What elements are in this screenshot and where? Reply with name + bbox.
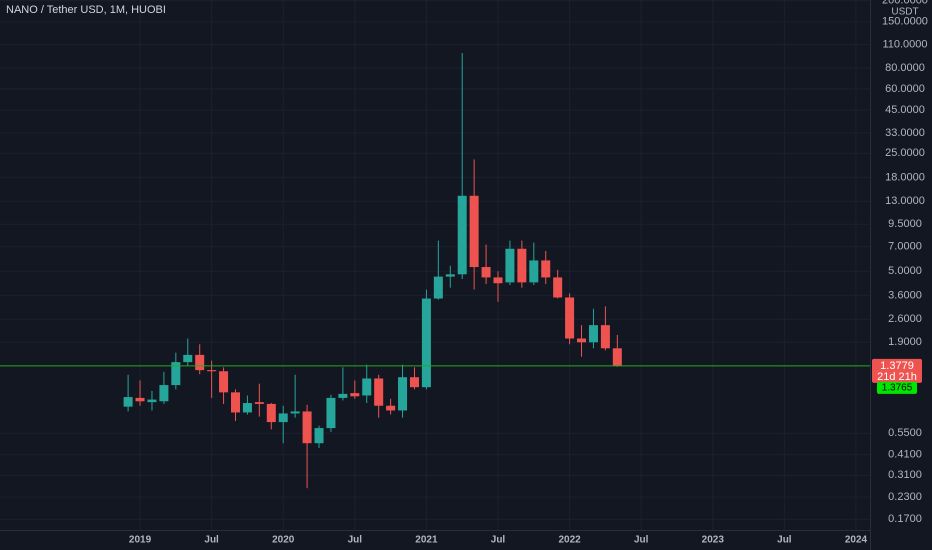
candle-body <box>433 276 443 299</box>
countdown-label: 21d 21h <box>877 371 917 383</box>
y-tick-label: 3.6000 <box>888 289 922 301</box>
y-tick-label: 0.1700 <box>888 513 922 525</box>
grid <box>0 0 870 530</box>
candle-body <box>517 248 527 283</box>
candle-body <box>493 277 503 284</box>
candle-body <box>195 354 205 371</box>
candle-body <box>207 370 217 372</box>
y-tick-label: 0.2300 <box>888 491 922 503</box>
candle-body <box>302 411 312 444</box>
candle-body <box>159 385 169 402</box>
y-tick-label: 0.3100 <box>888 469 922 481</box>
candle-body <box>135 397 145 402</box>
x-tick-label: Jul <box>777 535 792 546</box>
y-tick-label: 7.0000 <box>888 241 922 253</box>
candle-body <box>219 371 229 393</box>
candle-body <box>326 397 336 429</box>
candle-body <box>457 195 467 275</box>
candle-body <box>541 260 551 278</box>
candle-body <box>445 274 455 277</box>
candle-body <box>565 297 575 339</box>
x-tick-label: 2022 <box>558 535 581 546</box>
x-tick-label: Jul <box>348 535 363 546</box>
x-tick-label: Jul <box>634 535 649 546</box>
candle-body <box>374 378 384 406</box>
candle-body <box>612 348 622 366</box>
candle-body <box>577 338 587 343</box>
y-tick-label: 25.0000 <box>885 147 925 159</box>
y-tick-label: 45.0000 <box>885 104 925 116</box>
y-tick-label: 2.6000 <box>888 313 922 325</box>
candle-body <box>469 195 479 268</box>
candle-body <box>147 399 157 403</box>
y-tick-label: 150.0000 <box>882 16 928 28</box>
candle-body <box>350 393 360 397</box>
candle-body <box>362 378 372 396</box>
x-tick-label: 2023 <box>702 535 725 546</box>
candle-body <box>600 325 610 349</box>
x-tick-label: Jul <box>204 535 219 546</box>
candle-body <box>314 428 324 444</box>
candle-body <box>409 377 419 388</box>
candle-body <box>338 393 348 398</box>
x-tick-label: Jul <box>491 535 506 546</box>
y-tick-label: 200.0000 <box>882 0 928 7</box>
candle-body <box>278 413 288 423</box>
x-tick-label: 2020 <box>272 535 295 546</box>
candle-body <box>290 411 300 414</box>
x-tick-label: 2024 <box>845 535 868 546</box>
candle-body <box>398 377 408 411</box>
last-price-box <box>872 358 922 383</box>
y-tick-label: 1.9000 <box>888 336 922 348</box>
candle-body <box>183 354 193 363</box>
y-unit: USDT <box>891 7 918 18</box>
y-tick-label: 0.4100 <box>888 449 922 461</box>
candle-body <box>123 397 133 407</box>
candle-body <box>171 362 181 386</box>
y-tick-label: 18.0000 <box>885 171 925 183</box>
y-tick-label: 33.0000 <box>885 127 925 139</box>
second-price-box <box>877 381 917 394</box>
last-price-label: 1.3779 <box>880 360 914 372</box>
candle-body <box>553 277 563 298</box>
y-tick-label: 110.0000 <box>882 38 927 50</box>
candle-body <box>421 298 431 388</box>
candle-body <box>505 248 515 283</box>
x-tick-label: 2021 <box>415 535 438 546</box>
candle-body <box>386 405 396 411</box>
candle-body <box>230 392 240 413</box>
candle-body <box>242 403 252 413</box>
candle-body <box>481 267 491 278</box>
y-tick-label: 80.0000 <box>885 62 925 74</box>
candle-body <box>266 403 276 423</box>
candle-body <box>588 325 598 343</box>
y-tick-label: 0.5500 <box>888 427 922 439</box>
candle-body <box>254 402 264 404</box>
second-price-label: 1.3765 <box>882 382 913 393</box>
y-tick-label: 9.5000 <box>888 218 922 230</box>
x-tick-label: 2019 <box>129 535 152 546</box>
y-tick-label: 5.0000 <box>888 265 922 277</box>
candle-body <box>529 260 539 283</box>
chart-title: NANO / Tether USD, 1M, HUOBI <box>6 4 166 16</box>
y-tick-label: 60.0000 <box>885 83 925 95</box>
y-tick-label: 13.0000 <box>885 195 925 207</box>
